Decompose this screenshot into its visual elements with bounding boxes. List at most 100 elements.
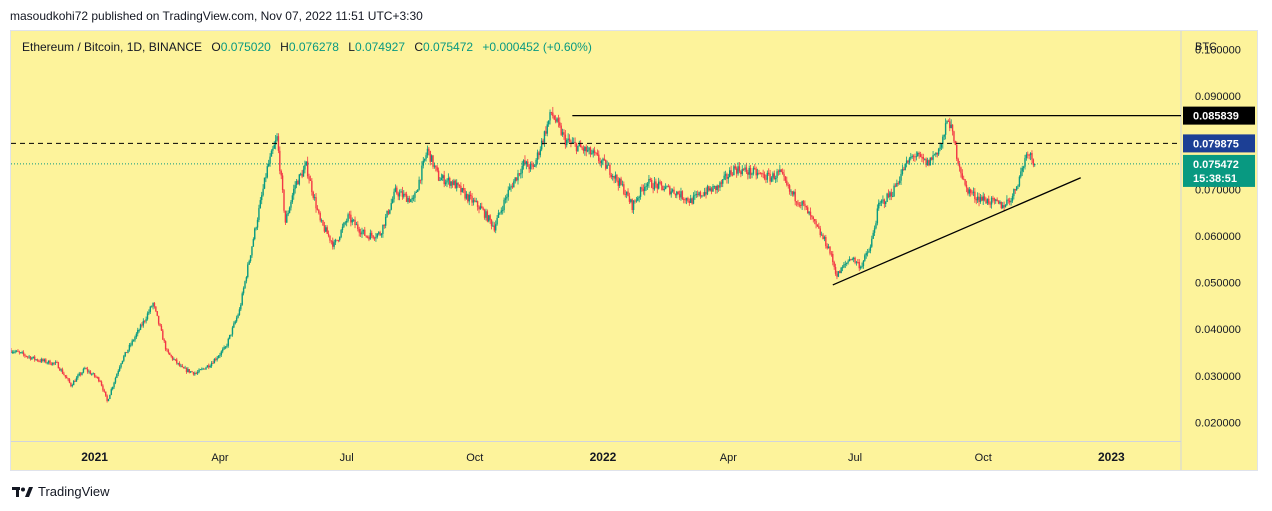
candle (475, 197, 477, 203)
legend-symbol[interactable]: Ethereum / Bitcoin, 1D, BINANCE (22, 40, 203, 54)
candle-body (458, 184, 461, 186)
candle (389, 209, 391, 215)
candle-body (152, 303, 154, 307)
legend-open-label: O (211, 40, 221, 54)
candle-body (134, 337, 136, 341)
candle-body (571, 141, 574, 143)
candle (394, 184, 397, 193)
candle-body (195, 373, 197, 374)
candle-body (631, 199, 633, 211)
candle-body (589, 147, 592, 155)
candle (417, 189, 419, 193)
candle-body (227, 338, 229, 346)
candle-body (975, 199, 977, 201)
candle-body (98, 377, 100, 382)
candle-body (1003, 205, 1005, 208)
candle (195, 371, 197, 375)
candle-body (591, 153, 593, 155)
candle-body (437, 170, 440, 181)
candle-body (692, 195, 695, 204)
candle-body (797, 202, 799, 205)
candle (244, 280, 246, 289)
candle (713, 185, 716, 189)
candle-body (444, 182, 447, 185)
candle-body (520, 173, 522, 175)
candle-body (57, 362, 60, 369)
candle (900, 169, 902, 186)
candle-body (92, 373, 94, 375)
candle-body (166, 349, 168, 351)
candle (325, 225, 327, 233)
candle (705, 187, 707, 199)
candle-body (327, 233, 330, 236)
candle (779, 165, 781, 175)
candle-body (474, 200, 476, 202)
candle-body (456, 182, 458, 189)
candle (277, 133, 280, 154)
candle-body (868, 250, 870, 253)
candle (903, 166, 905, 171)
candle (968, 186, 970, 197)
candle (74, 379, 76, 382)
candle-body (393, 191, 395, 200)
candle (783, 169, 785, 181)
candle-body (933, 154, 936, 156)
candle-body (801, 201, 803, 206)
dashed-level-price-tag[interactable] (1183, 134, 1255, 153)
candle-body (793, 191, 795, 195)
candle-body (262, 188, 264, 196)
candle-body (311, 180, 313, 193)
candle (63, 371, 65, 376)
candle-body (162, 330, 164, 340)
candle (235, 315, 238, 323)
candle (982, 192, 984, 205)
chart-canvas[interactable]: BTC0.1000000.0900000.0700000.0600000.050… (11, 31, 1257, 470)
candle (755, 166, 757, 180)
candle-body (435, 165, 437, 168)
candle-body (208, 365, 210, 368)
trendline-ascending-support[interactable] (832, 177, 1081, 286)
candle (889, 190, 891, 201)
candle-body (288, 207, 291, 214)
candle-body (625, 191, 628, 195)
candle (100, 380, 103, 387)
last-price-tag[interactable] (1183, 154, 1255, 187)
candle (345, 218, 348, 227)
candle (605, 159, 607, 171)
footer-brand-label: TradingView (38, 484, 110, 499)
candle (15, 350, 18, 353)
candle-body (164, 341, 167, 350)
candle (457, 182, 459, 188)
resistance-price-tag[interactable] (1183, 106, 1255, 125)
candle-body (787, 184, 789, 186)
candle-body (493, 225, 496, 231)
candle-body (552, 112, 554, 116)
candle-body (896, 183, 898, 187)
candle (496, 215, 498, 226)
candle-body (606, 165, 608, 169)
candle-body (150, 306, 153, 308)
candle (770, 176, 773, 183)
candle (1025, 152, 1028, 161)
candle-body (694, 194, 696, 196)
candle-body (627, 191, 629, 197)
candle-body (109, 394, 111, 400)
candle (92, 372, 94, 375)
chart-panel[interactable]: BTC 0.100000 0.090000 0.070000 0.060000 0.050… (10, 30, 1258, 471)
candle (194, 371, 196, 376)
candle (804, 200, 806, 211)
candle (748, 165, 750, 179)
footer-brand[interactable]: TradingView (12, 484, 110, 499)
candle-body (612, 175, 614, 178)
candle (914, 153, 916, 162)
candle-body (676, 191, 678, 196)
candle (875, 220, 877, 230)
candle (986, 198, 989, 206)
candle-body (410, 199, 412, 203)
candle-body (592, 150, 594, 154)
candle-body (1015, 186, 1018, 191)
candle (188, 369, 190, 374)
candle (155, 306, 157, 313)
candle (936, 152, 938, 158)
candle (435, 165, 437, 172)
